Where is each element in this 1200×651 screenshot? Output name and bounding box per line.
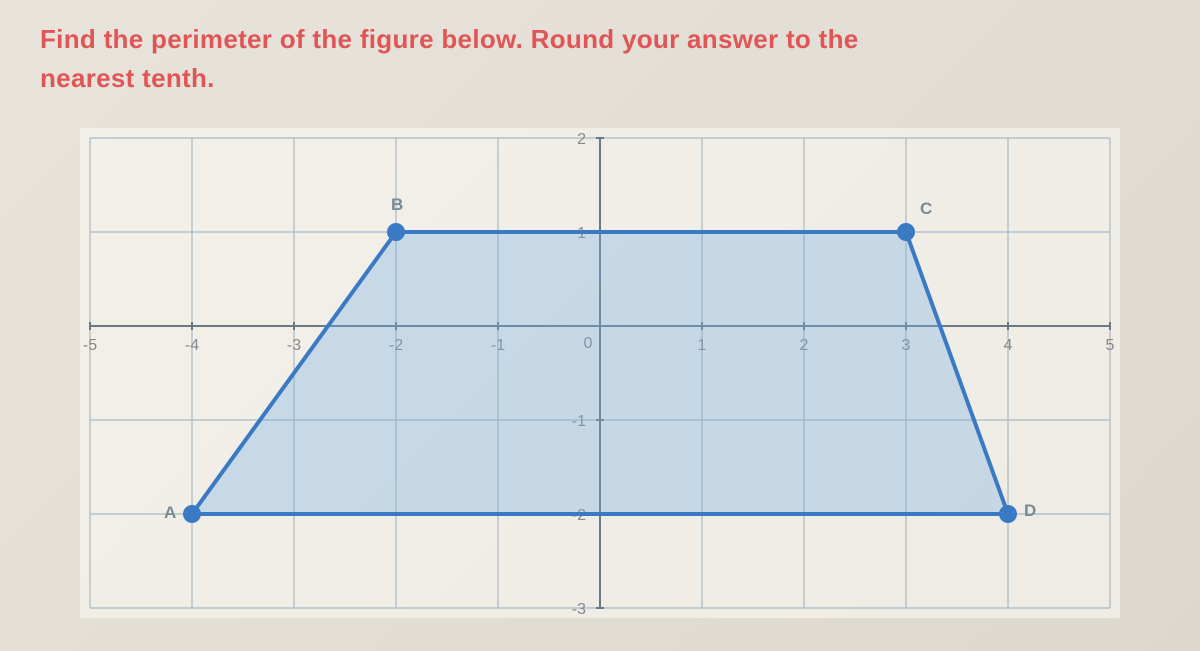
- vertex-point-d: [999, 505, 1017, 523]
- question-line-1: Find the perimeter of the figure below. …: [40, 24, 859, 54]
- y-tick-label: -3: [572, 601, 586, 618]
- x-tick-label: -4: [185, 337, 199, 354]
- vertex-label-c: C: [920, 199, 932, 218]
- vertex-point-b: [387, 223, 405, 241]
- x-tick-label: 4: [1004, 337, 1013, 354]
- vertex-point-c: [897, 223, 915, 241]
- vertex-point-a: [183, 505, 201, 523]
- x-tick-label: 5: [1106, 337, 1115, 354]
- vertex-label-a: A: [164, 503, 176, 522]
- y-tick-label: 2: [577, 131, 586, 148]
- question-prompt: Find the perimeter of the figure below. …: [40, 20, 1160, 98]
- graph-svg: -5-4-3-2-112345-3-2-1120ABCD: [80, 128, 1120, 618]
- vertex-label-d: D: [1024, 501, 1036, 520]
- question-line-2: nearest tenth.: [40, 63, 215, 93]
- x-tick-label: -3: [287, 337, 301, 354]
- x-tick-label: -5: [83, 337, 97, 354]
- vertex-label-b: B: [391, 195, 403, 214]
- coordinate-graph: -5-4-3-2-112345-3-2-1120ABCD: [80, 128, 1120, 618]
- trapezoid-shape: [192, 232, 1008, 514]
